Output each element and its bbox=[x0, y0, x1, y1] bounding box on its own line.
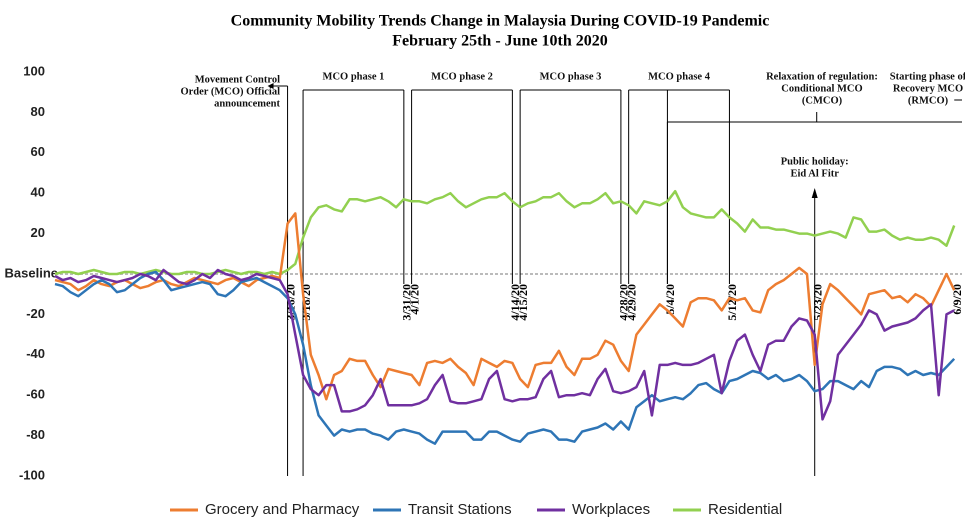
annotation: (RMCO) bbox=[908, 95, 949, 106]
y-tick-label: 60 bbox=[31, 144, 45, 159]
x-tick-label: 4/1/20 bbox=[407, 284, 421, 315]
chart-title: Community Mobility Trends Change in Mala… bbox=[231, 13, 770, 30]
series-line bbox=[54, 189, 956, 276]
annotation: Order (MCO) Official bbox=[180, 86, 280, 97]
x-tick-label: 3/31/20 bbox=[400, 284, 414, 321]
y-tick-label: -80 bbox=[26, 427, 45, 442]
series-line bbox=[54, 270, 956, 445]
series-line bbox=[54, 212, 956, 401]
x-tick-label: 4/14/20 bbox=[508, 284, 522, 321]
y-tick-label: -20 bbox=[26, 306, 45, 321]
annotation: Conditional MCO bbox=[781, 83, 862, 94]
annotation: Public holiday: bbox=[781, 156, 849, 167]
x-tick-label: 4/28/20 bbox=[617, 284, 631, 321]
y-tick-label: -60 bbox=[26, 387, 45, 402]
y-tick-label: -100 bbox=[19, 467, 45, 482]
annotation: Recovery MCO bbox=[893, 83, 963, 94]
chart-subtitle: February 25th - June 10th 2020 bbox=[392, 33, 608, 50]
x-tick-label: 5/4/20 bbox=[663, 284, 677, 315]
legend-label: Workplaces bbox=[572, 501, 650, 518]
annotation: Movement Control bbox=[195, 74, 280, 85]
y-tick-label: 100 bbox=[23, 63, 45, 78]
legend-label: Transit Stations bbox=[408, 501, 512, 518]
series-line bbox=[54, 268, 955, 421]
legend-label: Grocery and Pharmacy bbox=[205, 501, 360, 518]
annotation: announcement bbox=[214, 98, 280, 109]
x-tick-label: 5/12/20 bbox=[725, 284, 739, 321]
y-tick-label: -40 bbox=[26, 346, 45, 361]
y-tick-label: 80 bbox=[31, 104, 45, 119]
arrow-head bbox=[811, 188, 818, 198]
annotation: Eid Al Fitr bbox=[790, 168, 839, 179]
annotation: MCO phase 2 bbox=[431, 71, 493, 82]
x-tick-label: 4/29/20 bbox=[624, 284, 638, 321]
arrow-head bbox=[267, 83, 274, 89]
annotation: MCO phase 1 bbox=[323, 71, 385, 82]
annotation: MCO phase 4 bbox=[648, 71, 711, 82]
y-tick-label: Baseline bbox=[5, 265, 58, 280]
y-tick-label: 40 bbox=[31, 185, 45, 200]
x-tick-label: 4/15/20 bbox=[516, 284, 530, 321]
annotation: Relaxation of regulation: bbox=[766, 71, 878, 82]
legend-label: Residential bbox=[708, 501, 782, 518]
x-tick-label: 6/9/20 bbox=[950, 284, 964, 315]
annotation: Starting phase of bbox=[890, 71, 965, 82]
annotation: MCO phase 3 bbox=[540, 71, 602, 82]
annotation: (CMCO) bbox=[802, 95, 843, 106]
y-tick-label: 20 bbox=[31, 225, 45, 240]
